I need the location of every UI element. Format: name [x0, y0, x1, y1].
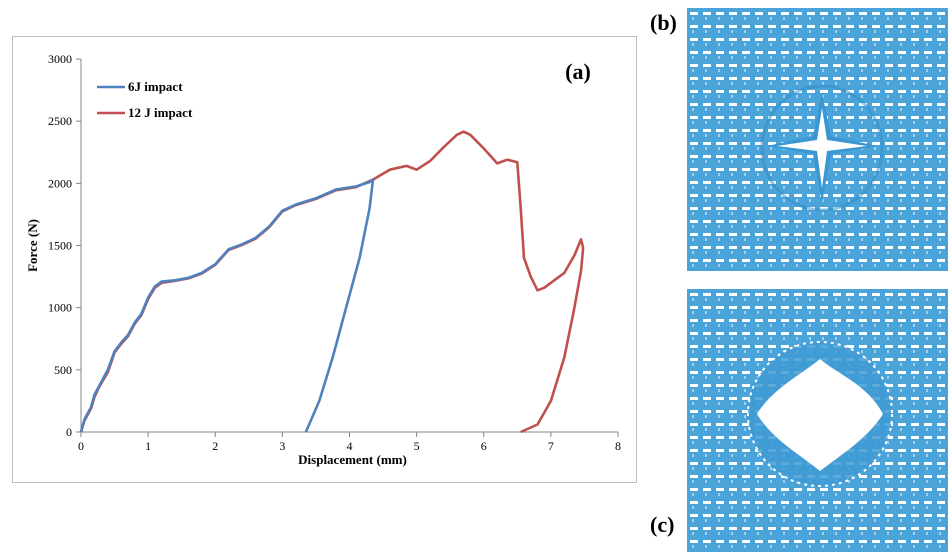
- damage-cross-hole: [777, 108, 867, 188]
- y-tick-label: 1500: [48, 239, 72, 253]
- y-tick-label: 2000: [48, 176, 72, 190]
- panel-label-a: (a): [565, 59, 591, 84]
- fabric-weave-graphic-c: [687, 289, 948, 552]
- x-tick-label: 2: [212, 439, 218, 453]
- damage-ring: [747, 341, 893, 487]
- x-tick-label: 0: [78, 439, 84, 453]
- fabric-damage-image-12j: [687, 289, 948, 552]
- x-tick-label: 3: [279, 439, 285, 453]
- x-tick-label: 4: [347, 439, 353, 453]
- legend-label: 12 J impact: [128, 105, 193, 120]
- y-tick-label: 2500: [48, 114, 72, 128]
- panel-label-b: (b): [650, 10, 677, 35]
- y-tick-label: 3000: [48, 52, 72, 66]
- chart-canvas: 0 500 1000 1500 2000 2500 3000 0 1 2 3 4 5 6 7 8 Displac…: [25, 52, 621, 467]
- fabric-damage-image-6j: [687, 8, 948, 271]
- panel-label-c: (c): [650, 512, 675, 537]
- y-tick-label: 0: [66, 425, 72, 439]
- y-axis-label: Force (N): [25, 219, 40, 272]
- series-line-12j: [79, 130, 585, 434]
- x-tick-label: 8: [615, 439, 621, 453]
- perforation-hole: [757, 359, 883, 471]
- y-tick-label: 1000: [48, 301, 72, 315]
- force-displacement-chart: 0 500 1000 1500 2000 2500 3000 0 1 2 3 4 5 6 7 8 Displac…: [12, 36, 637, 483]
- fabric-weave-graphic-b: [687, 8, 948, 271]
- x-tick-label: 7: [548, 439, 554, 453]
- y-tick-label: 500: [54, 363, 72, 377]
- x-tick-label: 1: [145, 439, 151, 453]
- x-tick-label: 5: [414, 439, 420, 453]
- series-line-6j: [79, 178, 375, 433]
- x-tick-label: 6: [481, 439, 487, 453]
- x-axis-label: Displacement (mm): [298, 452, 407, 467]
- deformation-ring: [760, 84, 884, 212]
- legend-label: 6J impact: [128, 79, 183, 94]
